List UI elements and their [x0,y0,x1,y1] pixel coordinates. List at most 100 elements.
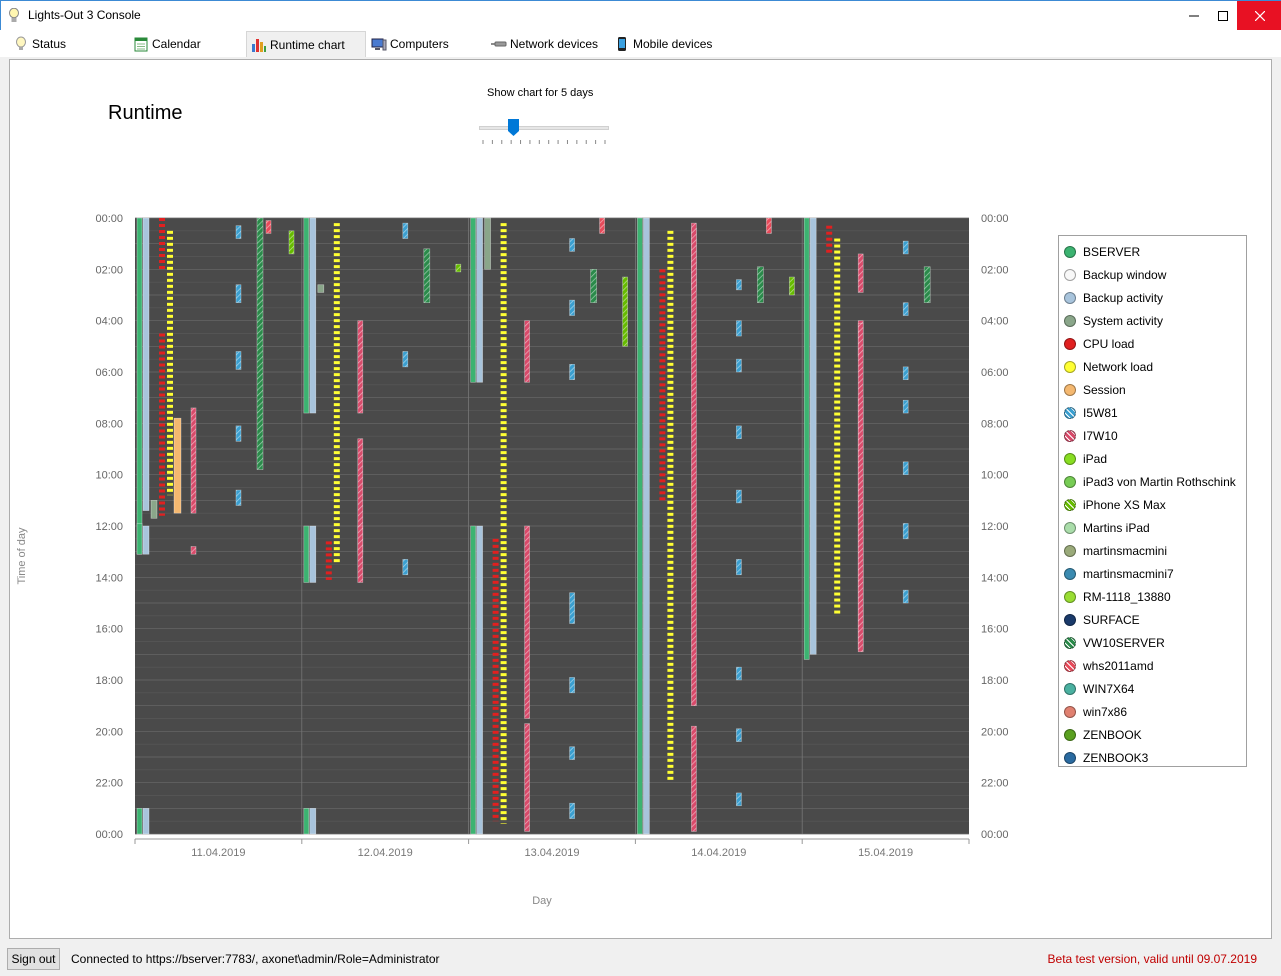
runtime-bar [691,725,697,832]
close-button[interactable] [1237,1,1281,30]
legend-swatch [1064,314,1076,327]
runtime-bar [659,395,666,399]
runtime-bar [167,296,173,300]
runtime-bar [500,319,507,323]
tab-status[interactable]: Status [9,31,119,57]
y-tick-label-right: 20:00 [981,726,1009,738]
runtime-bar [333,355,340,359]
runtime-bar [492,712,499,716]
runtime-bar [500,643,507,647]
maximize-button[interactable] [1208,1,1237,30]
runtime-bar [317,284,325,293]
runtime-bar [667,572,674,576]
runtime-bar [333,277,340,281]
runtime-bar [902,366,909,381]
runtime-bar [159,248,165,251]
runtime-bar [659,287,666,291]
runtime-bar [167,404,173,408]
runtime-bar [834,262,841,266]
runtime-bar [167,284,173,288]
runtime-bar [159,230,165,233]
runtime-bar [834,526,841,530]
runtime-bar [667,698,674,702]
runtime-bar [667,410,674,414]
tab-runtime-chart[interactable]: Runtime chart [246,31,366,57]
runtime-bar [659,347,666,351]
days-slider-track[interactable] [479,126,609,130]
runtime-bar [834,280,841,284]
runtime-bar [235,284,242,304]
runtime-bar [333,493,340,497]
runtime-bar [736,279,742,291]
runtime-bar [167,356,173,360]
sign-out-button[interactable]: Sign out [7,948,60,970]
runtime-bar [159,333,165,337]
runtime-bar [333,415,340,419]
runtime-bar [659,365,666,369]
runtime-bar [834,298,841,302]
days-slider-thumb[interactable] [508,119,519,136]
runtime-bar [167,464,173,468]
y-tick-label-left: 16:00 [95,624,123,636]
runtime-bar [333,361,340,365]
runtime-bar [333,331,340,335]
runtime-bar [142,525,150,555]
runtime-bar [333,229,340,233]
runtime-bar [325,565,332,569]
runtime-bar [590,269,597,303]
runtime-bar [167,440,173,444]
runtime-bar [159,345,165,349]
runtime-bar [659,389,666,393]
legend-item: System activity [1059,309,1246,332]
runtime-bar [500,349,507,353]
legend-item: RM-1118_13880 [1059,585,1246,608]
runtime-bar [492,808,499,812]
runtime-bar [333,289,340,293]
legend-label: Backup window [1083,267,1167,282]
runtime-bar [500,535,507,539]
legend-label: win7x86 [1083,704,1128,719]
runtime-bar [500,247,507,251]
runtime-bar [667,398,674,402]
runtime-bar [500,457,507,461]
minimize-button[interactable] [1179,1,1208,30]
runtime-bar [834,502,841,506]
legend-item: WIN7X64 [1059,677,1246,700]
runtime-bar [142,217,150,511]
runtime-bar [492,742,499,746]
runtime-bar [167,386,173,390]
runtime-bar [167,332,173,336]
tab-mobile-devices[interactable]: Mobile devices [610,31,730,57]
runtime-bar [667,524,674,528]
runtime-bar [659,305,666,309]
runtime-bar [500,313,507,317]
runtime-bar [333,481,340,485]
runtime-bar [667,440,674,444]
runtime-bar [500,619,507,623]
runtime-bar [659,401,666,405]
runtime-bar [667,506,674,510]
runtime-bar [333,343,340,347]
runtime-bar [736,559,742,576]
tab-network-devices[interactable]: Network devices [487,31,607,57]
runtime-bar [500,367,507,371]
runtime-bar [834,508,841,512]
tab-computers[interactable]: Computers [367,31,484,57]
runtime-bar [569,746,575,760]
runtime-bar [500,559,507,563]
runtime-bar [159,242,165,245]
runtime-bar [667,596,674,600]
runtime-bar [667,428,674,432]
legend-label: System activity [1083,313,1164,328]
runtime-bar [667,278,674,282]
legend-swatch [1064,498,1076,511]
runtime-bar [167,242,173,246]
runtime-bar [659,359,666,363]
tab-label: Mobile devices [633,37,713,51]
runtime-bar [492,694,499,698]
mobile-icon [618,37,626,51]
runtime-bar [659,413,666,417]
tab-calendar[interactable]: Calendar [129,31,246,57]
runtime-bar [834,334,841,338]
runtime-bar [333,487,340,491]
